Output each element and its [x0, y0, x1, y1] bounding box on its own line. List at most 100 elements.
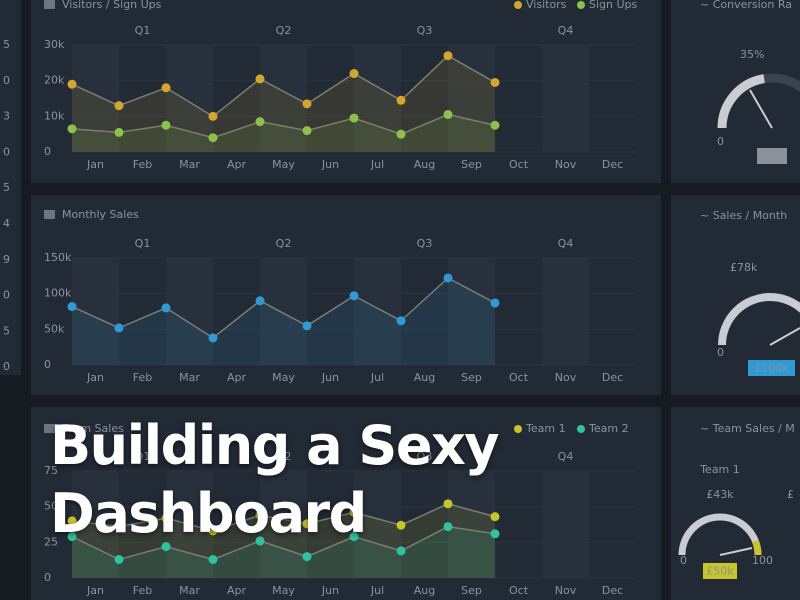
target-badge	[703, 563, 737, 579]
gauge-needle	[749, 89, 773, 129]
cell-value: 5	[3, 324, 10, 337]
point	[490, 529, 500, 539]
point	[302, 552, 312, 562]
point	[161, 303, 171, 313]
x-tick-label: May	[272, 158, 295, 171]
gauge-needle	[769, 327, 800, 346]
target-label: £100k	[754, 362, 789, 375]
x-tick-label: Mar	[179, 584, 200, 597]
overlay-line: Dashboard	[50, 482, 367, 545]
y-tick-label: 0	[44, 571, 51, 584]
gauge-fill	[752, 539, 762, 556]
point	[255, 536, 265, 546]
x-tick-label: Nov	[555, 584, 577, 597]
column-band	[354, 45, 401, 152]
x-tick-label: Oct	[509, 584, 529, 597]
target-badge	[757, 148, 787, 164]
target-label: 55%	[760, 150, 784, 163]
y-tick-label: 150k	[44, 251, 72, 264]
column-band	[260, 45, 307, 152]
legend-dot	[514, 1, 522, 9]
x-tick-label: Sep	[461, 371, 482, 384]
x-tick-label: Dec	[602, 584, 623, 597]
quarter-label: Q1	[135, 24, 151, 37]
panel-title: ~ Conversion Ra	[700, 0, 792, 11]
point	[490, 77, 500, 87]
point	[443, 522, 453, 532]
column-band	[166, 45, 213, 152]
y-tick-label: 75	[44, 464, 58, 477]
gauge-sub: Team 1	[699, 463, 740, 476]
cell-value: 5	[3, 38, 10, 51]
column-band	[260, 471, 307, 578]
cell-value: 9	[3, 253, 10, 266]
x-tick-label: Jun	[321, 158, 339, 171]
y-tick-label: 0	[44, 145, 51, 158]
line	[71, 277, 496, 339]
legend-label: Sign Ups	[589, 0, 638, 11]
x-tick-label: Apr	[227, 371, 247, 384]
point	[490, 512, 500, 522]
x-tick-label: Jan	[86, 158, 104, 171]
point	[443, 51, 453, 61]
point	[443, 110, 453, 120]
column-band	[166, 258, 213, 365]
quarter-label: Q4	[558, 24, 574, 37]
point	[161, 513, 171, 523]
y-tick-label: 20k	[44, 74, 65, 87]
quarter-label: Q2	[276, 24, 292, 37]
x-tick-label: Aug	[414, 371, 435, 384]
cell-value: 0	[3, 74, 10, 87]
target-badge	[748, 360, 795, 376]
cell-value: 0	[3, 145, 10, 158]
x-tick-label: Sep	[461, 158, 482, 171]
quarter-label: Q2	[276, 450, 292, 463]
x-tick-label: Feb	[133, 584, 152, 597]
x-tick-label: Aug	[414, 584, 435, 597]
column-band	[448, 45, 495, 152]
quarter-label: Q4	[558, 450, 574, 463]
gauge-min: 0	[680, 554, 687, 567]
y-tick-label: 50	[44, 500, 58, 513]
gauge-fill	[717, 74, 766, 129]
column-band	[72, 45, 119, 152]
panel-title: Monthly Sales	[62, 208, 139, 221]
legend-dot	[577, 1, 585, 9]
line	[71, 54, 496, 118]
area	[72, 114, 495, 152]
point	[396, 129, 406, 139]
cell-value: 0	[3, 360, 10, 373]
y-tick-label: 10k	[44, 109, 65, 122]
title-icon	[44, 210, 55, 219]
point	[161, 83, 171, 93]
left-panel	[0, 0, 21, 375]
column-band	[448, 471, 495, 578]
point	[208, 133, 218, 143]
point	[349, 291, 359, 301]
point	[255, 510, 265, 520]
x-tick-label: Sep	[461, 584, 482, 597]
gauge-value: 35%	[740, 48, 764, 61]
point	[114, 323, 124, 333]
x-tick-label: Dec	[602, 158, 623, 171]
legend-label: Visitors	[526, 0, 567, 11]
legend-dot	[577, 425, 585, 433]
panel-title: Team Sales	[61, 422, 124, 435]
quarter-label: Q3	[417, 237, 433, 250]
overlay-title: Building a Sexy Dashboard	[50, 412, 499, 548]
column-band	[260, 258, 307, 365]
x-tick-label: Jul	[370, 371, 384, 384]
gauge-needle	[719, 547, 753, 556]
panel-title: ~ Sales / Month	[700, 209, 787, 222]
point	[396, 520, 406, 530]
column-band	[354, 471, 401, 578]
gauge-max: 100	[752, 554, 773, 567]
point	[302, 321, 312, 331]
quarter-label: Q3	[417, 450, 433, 463]
point	[443, 273, 453, 283]
gauge-value: £	[787, 488, 794, 501]
x-tick-label: May	[272, 584, 295, 597]
line	[71, 525, 496, 561]
